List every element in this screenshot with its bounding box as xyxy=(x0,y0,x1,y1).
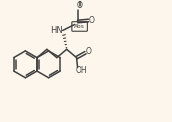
FancyBboxPatch shape xyxy=(72,22,87,31)
Text: O: O xyxy=(86,47,92,56)
Text: O: O xyxy=(77,1,83,10)
Text: O: O xyxy=(89,16,94,25)
Text: HN: HN xyxy=(50,26,63,35)
Text: OH: OH xyxy=(76,66,87,75)
Text: Abs: Abs xyxy=(74,24,85,29)
